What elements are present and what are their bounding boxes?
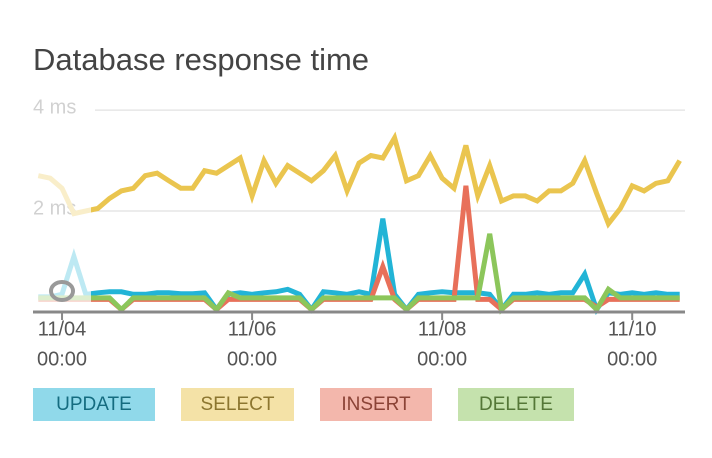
fade-overlay: [29, 90, 91, 306]
x-tick-label: 11/08: [418, 318, 467, 340]
hover-cursor: [49, 280, 75, 302]
legend-swatch: [181, 388, 294, 421]
legend-label: INSERT: [341, 394, 411, 415]
x-tick-label: 11/06: [228, 318, 277, 340]
legend-item[interactable]: UPDATE: [33, 388, 155, 421]
legend-swatch: [458, 388, 574, 421]
x-tick-label: 00:00: [227, 348, 277, 370]
series-line: [37, 131, 682, 229]
legend-label: SELECT: [201, 394, 275, 415]
legend-label: UPDATE: [56, 394, 132, 415]
x-tick-label: 00:00: [37, 348, 87, 370]
x-tick-label: 00:00: [607, 348, 657, 370]
legend-item[interactable]: DELETE: [458, 388, 574, 421]
chart-title: Database response time: [33, 42, 369, 77]
legend-item[interactable]: INSERT: [320, 388, 432, 421]
legend-label: DELETE: [479, 394, 553, 415]
legend-item[interactable]: SELECT: [181, 388, 294, 421]
x-tick-label: 00:00: [417, 348, 467, 370]
series-line: [38, 218, 680, 315]
legend-swatch: [33, 388, 155, 421]
x-tick-label: 11/10: [608, 318, 657, 340]
legend-swatch: [320, 388, 432, 421]
x-tick-label: 11/04: [38, 318, 87, 340]
series-line: [38, 233, 680, 315]
